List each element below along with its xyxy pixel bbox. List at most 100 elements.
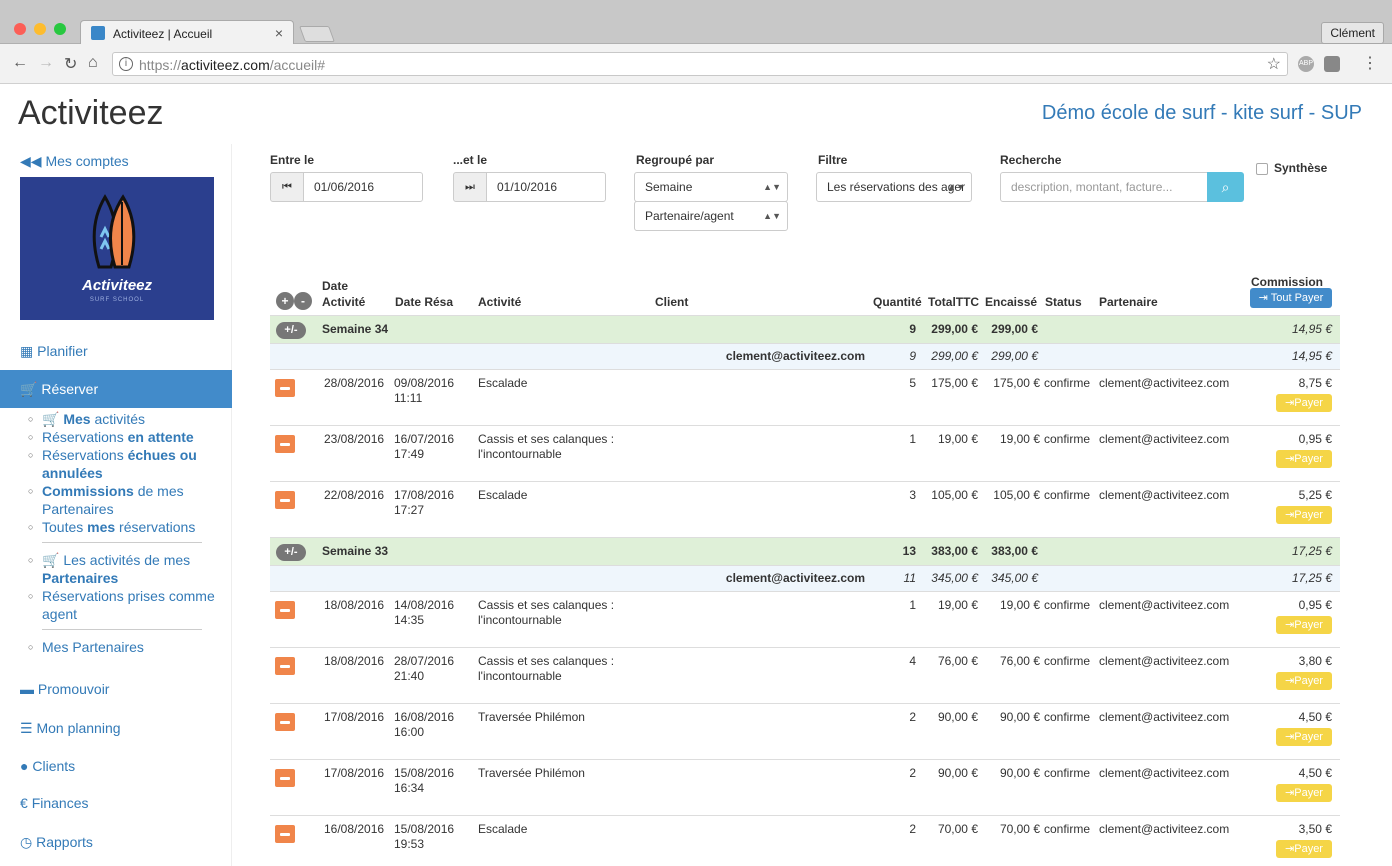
logo-text: Activiteez [81, 277, 153, 294]
payer-button[interactable]: ⇥Payer [1276, 672, 1332, 690]
search-button[interactable]: ⌕ [1207, 172, 1244, 202]
payer-button[interactable]: ⇥Payer [1276, 450, 1332, 468]
date-from-input[interactable]: 01/06/2016 [303, 172, 423, 202]
table-row[interactable]: 16/08/2016 15/08/2016 19:53 Escalade 2 70… [270, 815, 1340, 866]
col-status[interactable]: Status [1045, 295, 1082, 309]
row-commission: 5,25 € [1298, 488, 1332, 502]
nav-clients[interactable]: ● Clients [20, 758, 76, 774]
nav-finances[interactable]: € Finances [20, 795, 89, 811]
credit-card-icon[interactable] [275, 657, 295, 675]
payer-button[interactable]: ⇥Payer [1276, 506, 1332, 524]
back-accounts-link[interactable]: ◀◀ Mes comptes [20, 153, 129, 169]
sub-commissions[interactable]: Commissions de mes Partenaires [28, 482, 228, 518]
nav-planifier[interactable]: ▦ Planifier [20, 343, 88, 359]
synthese-checkbox[interactable] [1256, 163, 1268, 175]
sub-en-attente[interactable]: Réservations en attente [28, 428, 228, 446]
credit-card-icon[interactable] [275, 825, 295, 843]
table-row[interactable]: 23/08/2016 16/07/2016 17:49 Cassis et ses… [270, 425, 1340, 481]
table-row[interactable]: 22/08/2016 17/08/2016 17:27 Escalade 3 10… [270, 481, 1340, 537]
filter-select[interactable]: Les réservations des ager ▲▼ [816, 172, 972, 202]
close-window-button[interactable] [14, 23, 26, 35]
payer-button[interactable]: ⇥Payer [1276, 840, 1332, 858]
col-activite[interactable]: Activité [478, 295, 522, 309]
search-input[interactable]: description, montant, facture... [1000, 172, 1208, 202]
row-partner: clement@activiteez.com [1099, 432, 1230, 446]
school-name-link[interactable]: Démo école de surf - kite surf - SUP [1041, 102, 1362, 124]
sub-activites-partenaires[interactable]: 🛒 Les activités de mes Partenaires [28, 551, 228, 587]
payer-button[interactable]: ⇥Payer [1276, 728, 1332, 746]
nav-reserver[interactable]: 🛒 Réserver [0, 370, 232, 408]
group-by-select[interactable]: Semaine ▲▼ [634, 172, 788, 202]
back-arrow-icon[interactable]: ← [12, 54, 28, 71]
sub-mes-partenaires[interactable]: Mes Partenaires [28, 638, 228, 656]
tout-payer-button[interactable]: ⇥ Tout Payer [1250, 288, 1332, 308]
group-by-select-2[interactable]: Partenaire/agent ▲▼ [634, 201, 788, 231]
tab-close-icon[interactable]: × [274, 25, 283, 41]
row-encaisse: 19,00 € [999, 432, 1040, 446]
last-date-icon[interactable]: ⏭ [453, 172, 487, 202]
row-qty: 4 [909, 654, 916, 668]
toggle-group-button[interactable]: +/- [276, 322, 306, 339]
synthese-label: Synthèse [1274, 161, 1328, 175]
payer-button[interactable]: ⇥Payer [1276, 394, 1332, 412]
sub-echues[interactable]: Réservations échues ou annulées [28, 446, 228, 482]
home-icon[interactable]: ⌂ [88, 54, 98, 71]
browser-tab[interactable]: Activiteez | Accueil × [80, 20, 294, 44]
forward-arrow-icon[interactable]: → [38, 54, 54, 71]
credit-card-icon[interactable] [275, 601, 295, 619]
maximize-window-button[interactable] [54, 23, 66, 35]
col-quantite[interactable]: Quantité [873, 295, 922, 309]
table-row[interactable]: 17/08/2016 16/08/2016 16:00 Traversée Phi… [270, 703, 1340, 759]
expand-all-button[interactable]: + [276, 292, 294, 310]
info-icon[interactable]: i [119, 57, 133, 71]
row-activite: Escalade [478, 376, 528, 390]
col-encaisse[interactable]: Encaissé [985, 295, 1038, 309]
payer-button[interactable]: ⇥Payer [1276, 784, 1332, 802]
credit-card-icon[interactable] [275, 713, 295, 731]
new-tab-button[interactable] [299, 26, 335, 42]
col-date-activite[interactable]: Date Activité [322, 279, 366, 309]
credit-card-icon[interactable] [275, 435, 295, 453]
col-partenaire[interactable]: Partenaire [1099, 295, 1158, 309]
browser-toolbar: ← → ↻ ⌂ i https://activiteez.com/accueil… [0, 44, 1392, 84]
menu-dots-icon[interactable]: ⋮ [1362, 55, 1378, 72]
table-row[interactable]: 18/08/2016 14/08/2016 14:35 Cassis et ses… [270, 591, 1340, 647]
payer-button[interactable]: ⇥Payer [1276, 616, 1332, 634]
date-to-input[interactable]: 01/10/2016 [486, 172, 606, 202]
nav-mon-planning[interactable]: ☰ Mon planning [20, 720, 121, 736]
credit-card-icon[interactable] [275, 379, 295, 397]
group-commission: 17,25 € [1291, 544, 1332, 558]
adblock-icon[interactable]: ABP [1298, 56, 1314, 72]
table-row[interactable]: 17/08/2016 15/08/2016 16:34 Traversée Phi… [270, 759, 1340, 815]
nav-promouvoir[interactable]: ▬ Promouvoir [20, 681, 110, 697]
row-partner: clement@activiteez.com [1099, 766, 1230, 780]
sub-toutes[interactable]: Toutes mes réservations [28, 518, 228, 536]
sub-mes-activites[interactable]: 🛒 Mes activités [28, 410, 228, 428]
collapse-all-button[interactable]: - [294, 292, 312, 310]
minimize-window-button[interactable] [34, 23, 46, 35]
toggle-group-button[interactable]: +/- [276, 544, 306, 561]
nav-rapports[interactable]: ◷ Rapports [20, 834, 93, 850]
table-row[interactable]: 28/08/2016 09/08/2016 11:11 Escalade 5 17… [270, 369, 1340, 425]
extension-icon[interactable] [1324, 56, 1340, 72]
col-client[interactable]: Client [655, 295, 689, 309]
double-chevron-left-icon: ◀◀ [20, 153, 42, 169]
row-total: 19,00 € [937, 432, 978, 446]
profile-button[interactable]: Clément [1321, 22, 1384, 44]
address-bar[interactable]: i https://activiteez.com/accueil# ☆ [112, 52, 1288, 76]
row-date: 17/08/2016 [324, 766, 385, 780]
reload-icon[interactable]: ↻ [64, 56, 78, 73]
logo-subtext: SURF SCHOOL [89, 297, 145, 303]
comment-icon: ▬ [20, 681, 34, 697]
col-total[interactable]: TotalTTC [928, 295, 980, 309]
row-total: 70,00 € [937, 822, 978, 836]
sub-agent[interactable]: Réservations prises comme agent [28, 587, 228, 623]
bookmark-star-icon[interactable]: ☆ [1266, 56, 1281, 73]
row-partner: clement@activiteez.com [1099, 488, 1230, 502]
credit-card-icon[interactable] [275, 769, 295, 787]
table-row[interactable]: 18/08/2016 28/07/2016 21:40 Cassis et ses… [270, 647, 1340, 703]
group-commission: 14,95 € [1291, 322, 1332, 336]
col-date-resa[interactable]: Date Résa [395, 295, 454, 309]
credit-card-icon[interactable] [275, 491, 295, 509]
first-date-icon[interactable]: ⏮ [270, 172, 304, 202]
